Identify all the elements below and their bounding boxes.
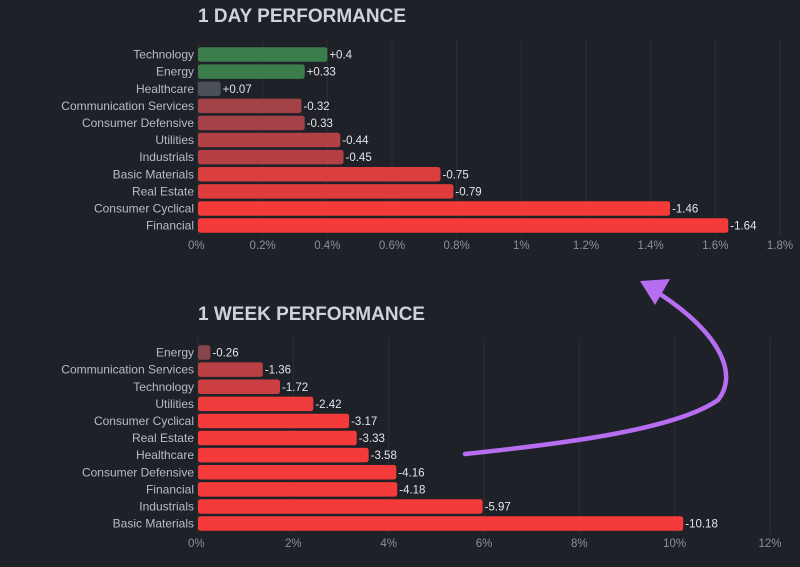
day-x-tick-label: 1.2% — [573, 240, 599, 252]
week-bar — [198, 362, 263, 377]
day-category-label: Financial — [146, 219, 194, 233]
week-bar — [198, 379, 280, 394]
day-x-tick-label: 0.4% — [314, 240, 340, 252]
day-bar — [198, 81, 221, 96]
week-value-label: -4.16 — [398, 467, 424, 479]
day-value-label: -0.75 — [443, 169, 469, 181]
day-x-tick-label: 0% — [188, 240, 205, 252]
week-x-tick-label: 0% — [188, 538, 205, 550]
day-value-label: -0.44 — [342, 135, 369, 147]
week-value-label: -4.18 — [399, 484, 425, 496]
day-value-label: -0.45 — [346, 152, 372, 164]
day-category-label: Utilities — [155, 133, 194, 147]
day-chart-title: 1 DAY PERFORMANCE — [198, 6, 406, 27]
day-value-label: +0.33 — [307, 67, 336, 79]
week-value-label: -3.17 — [351, 416, 377, 428]
week-chart-title: 1 WEEK PERFORMANCE — [198, 304, 425, 325]
day-bar — [198, 64, 305, 79]
day-bar — [198, 132, 341, 148]
day-bar — [198, 47, 328, 62]
week-x-tick-label: 4% — [380, 538, 397, 550]
day-x-tick-label: 0.8% — [444, 240, 470, 252]
day-bar — [198, 98, 302, 114]
week-value-label: -0.26 — [212, 348, 238, 360]
week-category-label: Basic Materials — [113, 517, 194, 531]
week-bar — [198, 430, 357, 446]
week-value-label: -3.58 — [371, 450, 397, 462]
day-value-label: -0.32 — [303, 101, 329, 113]
week-x-tick-label: 10% — [663, 538, 686, 550]
week-bar — [198, 482, 398, 497]
day-bar — [198, 115, 305, 131]
week-value-label: -2.42 — [315, 399, 341, 411]
week-category-label: Utilities — [155, 397, 194, 411]
week-bar — [198, 396, 314, 412]
week-category-label: Healthcare — [136, 448, 194, 462]
day-value-label: -1.64 — [730, 221, 757, 233]
day-category-label: Communication Services — [61, 99, 194, 113]
week-bar — [198, 345, 211, 360]
day-value-label: +0.07 — [223, 84, 252, 96]
week-bar — [198, 465, 397, 480]
day-performance-chart: 1 DAY PERFORMANCE 0% 0.2% 0.4% 0.6% 0.8% 1% 1.2… — [61, 6, 793, 252]
week-value-label: -10.18 — [685, 519, 718, 531]
week-bar — [198, 499, 483, 514]
day-value-label: +0.4 — [329, 50, 352, 62]
week-category-label: Energy — [156, 346, 194, 360]
day-category-label: Consumer Defensive — [82, 116, 194, 130]
day-bar — [198, 149, 344, 165]
week-category-label: Communication Services — [61, 363, 194, 377]
week-bar — [198, 516, 684, 531]
day-x-tick-label: 1.4% — [638, 240, 664, 252]
day-category-label: Industrials — [139, 150, 194, 164]
day-value-label: -0.33 — [307, 118, 333, 130]
day-category-label: Technology — [133, 48, 194, 62]
week-category-label: Consumer Cyclical — [94, 414, 194, 428]
day-value-label: -1.46 — [672, 203, 698, 215]
day-category-label: Real Estate — [132, 184, 194, 198]
week-x-tick-label: 2% — [285, 538, 302, 550]
week-bar — [198, 447, 369, 463]
annotation-arrowhead — [640, 279, 670, 305]
week-category-label: Real Estate — [132, 431, 194, 445]
week-category-label: Technology — [133, 380, 194, 394]
day-category-label: Basic Materials — [113, 167, 194, 181]
day-bar — [198, 218, 729, 233]
day-x-tick-label: 1% — [513, 240, 530, 252]
day-bar — [198, 167, 441, 182]
week-value-label: -3.33 — [359, 433, 385, 445]
day-x-tick-label: 0.6% — [379, 240, 405, 252]
day-x-tick-label: 1.8% — [767, 240, 793, 252]
week-x-tick-label: 8% — [571, 538, 588, 550]
annotation-arrow — [462, 291, 729, 457]
day-category-label: Consumer Cyclical — [94, 201, 194, 215]
week-value-label: -5.97 — [485, 501, 511, 513]
week-bar — [198, 413, 350, 429]
week-category-label: Financial — [146, 482, 194, 496]
day-category-label: Healthcare — [136, 82, 194, 96]
week-x-tick-label: 12% — [758, 538, 781, 550]
day-bar — [198, 201, 671, 216]
week-value-label: -1.36 — [265, 365, 291, 377]
week-value-label: -1.72 — [282, 382, 308, 394]
day-value-label: -0.79 — [455, 186, 481, 198]
day-category-label: Energy — [156, 65, 194, 79]
week-category-label: Consumer Defensive — [82, 465, 194, 479]
week-x-tick-label: 6% — [476, 538, 493, 550]
week-performance-chart: 1 WEEK PERFORMANCE 0% 2% 4% 6% 8% 10% 12% Energy… — [61, 304, 781, 550]
day-x-tick-label: 0.2% — [250, 240, 276, 252]
week-category-label: Industrials — [139, 499, 194, 513]
day-bar — [198, 184, 454, 199]
day-x-tick-label: 1.6% — [702, 240, 728, 252]
